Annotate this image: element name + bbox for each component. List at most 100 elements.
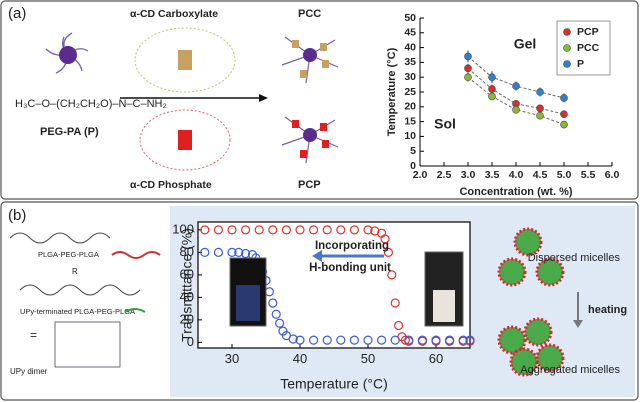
y-tick-label: 100	[172, 221, 194, 236]
data-point	[336, 335, 346, 345]
y-tick-label: 80	[180, 244, 194, 259]
data-point	[275, 318, 285, 328]
data-point	[404, 335, 414, 345]
micelles-dispersed	[497, 227, 565, 287]
legend-label: PCC	[577, 42, 600, 54]
x-tick-label: 60	[429, 351, 443, 366]
y-tick-label: 10	[404, 130, 416, 142]
data-point	[213, 247, 223, 257]
plga-structure	[9, 232, 111, 244]
formula: H₃C–O–(CH₂CH₂O)–N–C–NH₂	[15, 98, 167, 110]
annotation: H-bonding unit	[309, 262, 391, 274]
data-point	[213, 225, 223, 235]
data-point	[295, 225, 305, 235]
data-point	[322, 335, 332, 345]
data-point	[464, 52, 472, 61]
data-point	[336, 225, 346, 235]
pcp-icon	[281, 116, 339, 164]
data-point	[488, 73, 496, 81]
x-axis-label: Concentration (wt. %)	[459, 186, 572, 198]
vial-content	[433, 290, 455, 322]
data-point	[322, 225, 332, 235]
data-point	[560, 110, 568, 118]
equals: =	[30, 328, 37, 342]
data-point	[387, 270, 397, 280]
y-tick-label: 35	[404, 56, 416, 68]
upy-structure	[19, 284, 141, 296]
x-tick-label: 40	[293, 351, 307, 366]
data-point	[254, 225, 264, 235]
x-tick-label: 2.0	[413, 169, 428, 181]
data-point	[512, 82, 520, 90]
y-tick-label: 20	[180, 311, 194, 326]
data-point	[512, 105, 520, 114]
x-tick-label: 3.0	[461, 169, 476, 181]
data-point	[271, 309, 281, 319]
x-tick-label: 2.5	[437, 169, 452, 181]
legend-marker	[563, 44, 571, 52]
data-point	[200, 225, 210, 235]
y-tick-label: 30	[404, 71, 416, 83]
data-point	[458, 335, 468, 345]
data-point	[370, 226, 380, 236]
arrowhead	[312, 250, 322, 262]
y-tick-label: 40	[180, 289, 194, 304]
data-point	[227, 247, 237, 257]
data-point	[295, 335, 305, 345]
data-point	[394, 320, 404, 331]
arrowhead	[573, 320, 583, 328]
plga-icon	[111, 251, 161, 259]
polymer-icon	[45, 32, 89, 74]
x-tick-label: 4.0	[509, 169, 524, 181]
upy-polymer-label: UPy-terminated PLGA-PEG-PLGA	[20, 307, 135, 316]
y-tick-label: 60	[180, 266, 194, 281]
data-point	[445, 335, 455, 345]
data-point	[227, 225, 237, 235]
y-tick-label: 0	[410, 160, 416, 172]
upy-dimer-structure	[54, 321, 121, 368]
data-point	[536, 104, 544, 113]
aggregated-label: Aggregated micelles	[520, 364, 620, 376]
x-tick-label: 6.0	[605, 169, 620, 181]
y-tick-label: 5	[410, 145, 416, 157]
series-line	[467, 67, 565, 115]
x-tick-label: 5.0	[557, 169, 572, 181]
y-tick-label: 45	[404, 27, 416, 39]
data-point	[363, 335, 373, 345]
pcc-icon	[281, 36, 339, 84]
data-point	[488, 92, 496, 101]
data-point	[281, 225, 291, 235]
data-point	[417, 335, 427, 345]
y-tick-label: 0	[187, 334, 194, 349]
y-tick-label: 25	[404, 86, 416, 98]
x-tick-label: 3.5	[485, 169, 500, 181]
data-point	[268, 298, 278, 308]
data-point	[268, 225, 278, 235]
polymer-name: PEG-PA (P)	[40, 126, 99, 138]
data-point	[464, 73, 472, 81]
r-label: R	[72, 267, 78, 276]
upy-dimer-label: UPy dimer	[10, 367, 48, 376]
data-point	[241, 225, 251, 235]
y-tick-label: 15	[404, 115, 416, 127]
data-point	[349, 225, 359, 235]
data-point	[288, 334, 298, 344]
y-tick-label: 40	[404, 41, 416, 53]
heating-label: heating	[588, 304, 627, 316]
pcp-label: PCP	[298, 179, 321, 191]
carboxylate-label: α-CD Carboxylate	[130, 8, 218, 20]
phosphate-icon	[139, 109, 231, 171]
data-point	[560, 120, 568, 129]
plga-label: PLGA-PEG-PLGA	[38, 250, 99, 259]
data-point	[377, 335, 387, 345]
data-point	[464, 64, 472, 73]
micelles-aggregated	[497, 317, 565, 377]
data-point	[383, 247, 393, 257]
dispersed-label: Dispersed micelles	[528, 252, 621, 264]
upy-icon	[124, 308, 146, 313]
data-point	[234, 247, 244, 257]
pcc-label: PCC	[298, 8, 321, 20]
legend-marker	[563, 28, 571, 36]
x-tick-label: 4.5	[533, 169, 548, 181]
